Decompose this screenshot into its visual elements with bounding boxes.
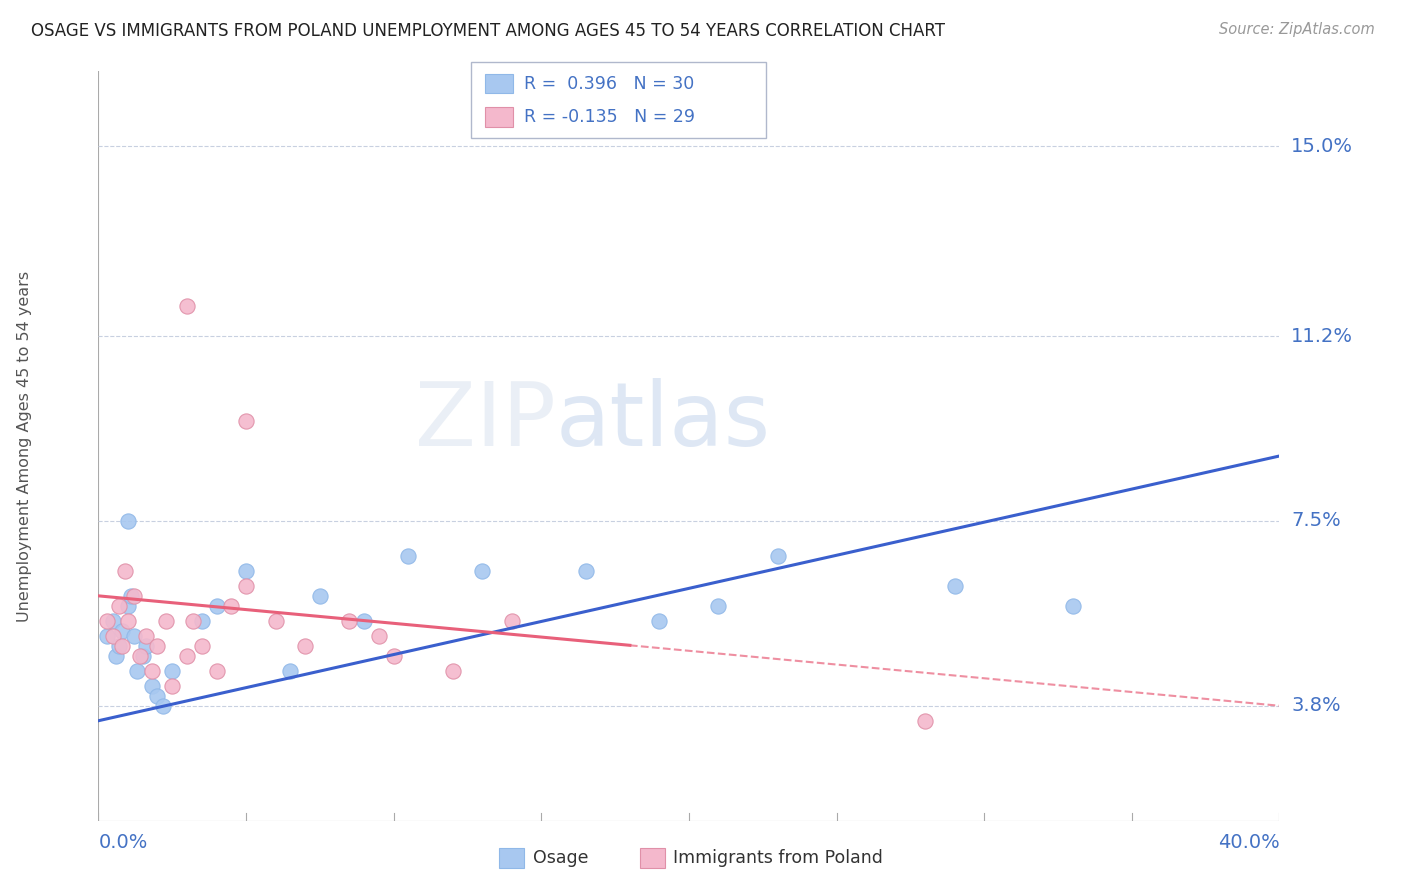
- Point: [382, 648, 405, 663]
- Point: [117, 599, 139, 613]
- Point: [96, 614, 118, 628]
- Point: [114, 564, 136, 578]
- Text: ZIP: ZIP: [415, 377, 557, 465]
- Point: [280, 664, 302, 678]
- Point: [117, 514, 139, 528]
- Point: [141, 664, 163, 678]
- Point: [176, 299, 198, 313]
- Point: [128, 648, 150, 663]
- Text: R = -0.135   N = 29: R = -0.135 N = 29: [524, 108, 696, 126]
- Point: [441, 664, 464, 678]
- Point: [471, 564, 494, 578]
- Text: 3.8%: 3.8%: [1291, 697, 1341, 715]
- Point: [155, 614, 177, 628]
- Point: [501, 614, 523, 628]
- Point: [648, 614, 671, 628]
- Point: [191, 614, 214, 628]
- Point: [398, 549, 420, 563]
- Point: [96, 629, 118, 643]
- Point: [103, 614, 125, 628]
- Point: [122, 589, 145, 603]
- Point: [264, 614, 287, 628]
- Point: [135, 639, 157, 653]
- Text: 11.2%: 11.2%: [1291, 326, 1353, 345]
- Point: [125, 664, 148, 678]
- Text: 7.5%: 7.5%: [1291, 511, 1341, 531]
- Point: [575, 564, 598, 578]
- Point: [111, 624, 134, 638]
- Point: [181, 614, 204, 628]
- Point: [221, 599, 243, 613]
- Text: 15.0%: 15.0%: [1291, 136, 1353, 156]
- Text: atlas: atlas: [557, 377, 772, 465]
- Point: [108, 599, 131, 613]
- Point: [135, 629, 157, 643]
- Point: [120, 589, 142, 603]
- Point: [105, 648, 128, 663]
- Point: [766, 549, 789, 563]
- Point: [235, 414, 257, 428]
- Point: [108, 639, 131, 653]
- Point: [353, 614, 375, 628]
- Text: Immigrants from Poland: Immigrants from Poland: [673, 849, 883, 867]
- Point: [152, 698, 174, 713]
- Point: [368, 629, 391, 643]
- Point: [943, 579, 966, 593]
- Point: [309, 589, 332, 603]
- Point: [235, 564, 257, 578]
- Point: [141, 679, 163, 693]
- Point: [162, 664, 183, 678]
- Text: 40.0%: 40.0%: [1218, 833, 1279, 852]
- Point: [162, 679, 183, 693]
- Point: [707, 599, 730, 613]
- Text: Osage: Osage: [533, 849, 588, 867]
- Point: [111, 639, 134, 653]
- Point: [146, 639, 169, 653]
- Text: Source: ZipAtlas.com: Source: ZipAtlas.com: [1219, 22, 1375, 37]
- Point: [117, 614, 139, 628]
- Point: [235, 579, 257, 593]
- Text: 0.0%: 0.0%: [98, 833, 148, 852]
- Point: [103, 629, 125, 643]
- Text: Unemployment Among Ages 45 to 54 years: Unemployment Among Ages 45 to 54 years: [17, 270, 32, 622]
- Point: [1062, 599, 1084, 613]
- Point: [176, 648, 198, 663]
- Point: [914, 714, 936, 728]
- Point: [191, 639, 214, 653]
- Text: OSAGE VS IMMIGRANTS FROM POLAND UNEMPLOYMENT AMONG AGES 45 TO 54 YEARS CORRELATI: OSAGE VS IMMIGRANTS FROM POLAND UNEMPLOY…: [31, 22, 945, 40]
- Point: [339, 614, 361, 628]
- Point: [122, 629, 145, 643]
- Point: [146, 689, 169, 703]
- Point: [132, 648, 155, 663]
- Point: [294, 639, 316, 653]
- Text: R =  0.396   N = 30: R = 0.396 N = 30: [524, 75, 695, 93]
- Point: [205, 664, 228, 678]
- Point: [205, 599, 228, 613]
